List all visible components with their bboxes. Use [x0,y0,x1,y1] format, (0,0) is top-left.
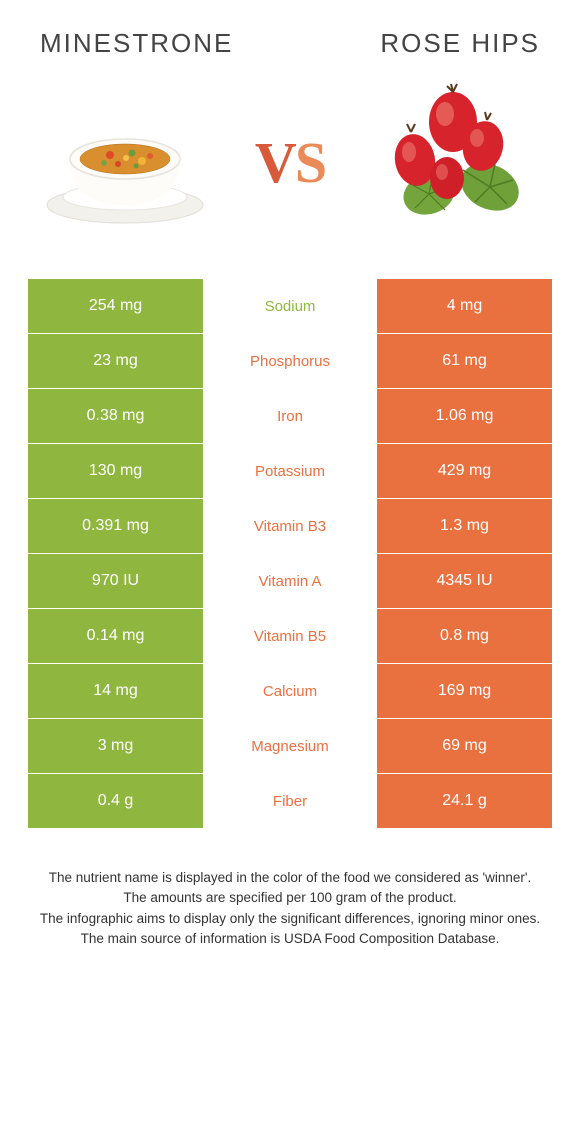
left-value-cell: 0.14 mg [28,609,203,663]
images-row: VS [0,59,580,279]
minestrone-illustration [40,77,210,247]
left-value-cell: 14 mg [28,664,203,718]
nutrient-label-cell: Vitamin B3 [203,499,377,553]
nutrient-label-cell: Vitamin A [203,554,377,608]
right-value-cell: 429 mg [377,444,552,498]
nutrient-label-cell: Phosphorus [203,334,377,388]
left-value-cell: 970 IU [28,554,203,608]
header: Minestrone Rose Hips [0,0,580,59]
nutrient-row: 970 IUVitamin A4345 IU [28,553,552,608]
rose-hips-icon [375,82,535,242]
footnote-3: The infographic aims to display only the… [30,909,550,929]
left-value-cell: 130 mg [28,444,203,498]
right-value-cell: 169 mg [377,664,552,718]
nutrient-row: 3 mgMagnesium69 mg [28,718,552,773]
footnotes: The nutrient name is displayed in the co… [0,828,580,949]
right-food-title: Rose Hips [380,28,540,59]
nutrient-label-cell: Sodium [203,279,377,333]
nutrient-row: 14 mgCalcium169 mg [28,663,552,718]
nutrient-row: 23 mgPhosphorus61 mg [28,333,552,388]
vs-v: V [255,130,295,195]
left-food-title: Minestrone [40,28,233,59]
vs-s: S [295,130,325,195]
footnote-2: The amounts are specified per 100 gram o… [30,888,550,908]
right-value-cell: 61 mg [377,334,552,388]
nutrient-row: 0.391 mgVitamin B31.3 mg [28,498,552,553]
nutrient-table: 254 mgSodium4 mg23 mgPhosphorus61 mg0.38… [0,279,580,828]
nutrient-row: 0.38 mgIron1.06 mg [28,388,552,443]
left-value-cell: 0.391 mg [28,499,203,553]
left-value-cell: 0.38 mg [28,389,203,443]
nutrient-label-cell: Vitamin B5 [203,609,377,663]
right-value-cell: 4345 IU [377,554,552,608]
left-value-cell: 254 mg [28,279,203,333]
right-value-cell: 0.8 mg [377,609,552,663]
footnote-1: The nutrient name is displayed in the co… [30,868,550,888]
nutrient-row: 254 mgSodium4 mg [28,279,552,333]
nutrient-label-cell: Potassium [203,444,377,498]
nutrient-row: 0.14 mgVitamin B50.8 mg [28,608,552,663]
nutrient-row: 130 mgPotassium429 mg [28,443,552,498]
right-value-cell: 24.1 g [377,774,552,828]
footnote-4: The main source of information is USDA F… [30,929,550,949]
left-value-cell: 0.4 g [28,774,203,828]
right-value-cell: 4 mg [377,279,552,333]
nutrient-row: 0.4 gFiber24.1 g [28,773,552,828]
left-value-cell: 3 mg [28,719,203,773]
rosehips-illustration [370,77,540,247]
vs-label: VS [255,129,325,196]
soup-bowl-icon [40,87,210,237]
nutrient-label-cell: Calcium [203,664,377,718]
nutrient-label-cell: Iron [203,389,377,443]
left-value-cell: 23 mg [28,334,203,388]
right-value-cell: 1.06 mg [377,389,552,443]
right-value-cell: 69 mg [377,719,552,773]
nutrient-label-cell: Magnesium [203,719,377,773]
right-value-cell: 1.3 mg [377,499,552,553]
nutrient-label-cell: Fiber [203,774,377,828]
comparison-infographic: Minestrone Rose Hips [0,0,580,949]
